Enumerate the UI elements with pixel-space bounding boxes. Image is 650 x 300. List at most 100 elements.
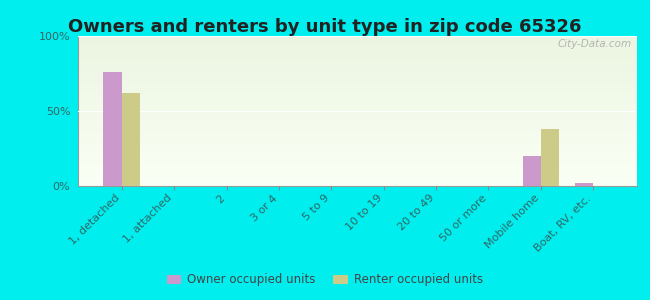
Bar xyxy=(78,80,637,81)
Bar xyxy=(78,164,637,165)
Legend: Owner occupied units, Renter occupied units: Owner occupied units, Renter occupied un… xyxy=(162,269,488,291)
Bar xyxy=(78,105,637,106)
Text: Owners and renters by unit type in zip code 65326: Owners and renters by unit type in zip c… xyxy=(68,18,582,36)
Bar xyxy=(78,57,637,58)
Bar xyxy=(78,128,637,129)
Bar xyxy=(78,81,637,82)
Bar xyxy=(78,159,637,160)
Bar xyxy=(78,51,637,52)
Bar xyxy=(78,56,637,57)
Bar xyxy=(78,70,637,72)
Bar xyxy=(78,93,637,94)
Bar xyxy=(78,171,637,172)
Bar xyxy=(78,182,637,183)
Bar xyxy=(78,99,637,100)
Bar xyxy=(78,183,637,184)
Bar xyxy=(78,92,637,93)
Bar xyxy=(78,74,637,75)
Bar xyxy=(78,153,637,154)
Bar xyxy=(78,66,637,68)
Bar xyxy=(78,162,637,164)
Bar xyxy=(78,172,637,174)
Bar xyxy=(78,116,637,117)
Bar xyxy=(78,160,637,162)
Bar xyxy=(78,130,637,132)
Bar xyxy=(78,140,637,141)
Bar xyxy=(122,93,140,186)
Bar xyxy=(78,184,637,186)
Bar xyxy=(78,84,637,86)
Bar xyxy=(78,75,637,76)
Bar xyxy=(78,82,637,84)
Bar xyxy=(541,129,559,186)
Bar xyxy=(78,88,637,90)
Bar xyxy=(78,129,637,130)
Bar xyxy=(78,122,637,123)
Bar xyxy=(78,76,637,78)
Bar xyxy=(78,40,637,42)
Bar xyxy=(78,46,637,48)
Bar xyxy=(78,141,637,142)
Bar xyxy=(78,69,637,70)
Bar xyxy=(78,110,637,111)
Bar xyxy=(523,156,541,186)
Bar xyxy=(78,103,637,105)
Bar xyxy=(78,156,637,158)
Bar xyxy=(78,45,637,46)
Bar xyxy=(78,48,637,50)
Bar xyxy=(78,134,637,135)
Bar xyxy=(78,68,637,69)
Bar xyxy=(78,36,637,38)
Bar xyxy=(78,38,637,39)
Bar xyxy=(78,64,637,66)
Bar xyxy=(78,108,637,110)
Bar xyxy=(78,126,637,128)
Bar xyxy=(78,180,637,182)
Bar xyxy=(78,94,637,96)
Bar xyxy=(78,169,637,171)
Bar xyxy=(78,106,637,108)
Bar xyxy=(78,120,637,122)
Bar xyxy=(78,147,637,148)
Bar xyxy=(78,54,637,56)
Bar xyxy=(78,90,637,92)
Bar xyxy=(78,138,637,140)
Bar xyxy=(78,123,637,124)
Bar xyxy=(78,98,637,99)
Bar xyxy=(575,183,593,186)
Bar xyxy=(78,146,637,147)
Bar xyxy=(78,148,637,150)
Bar xyxy=(78,150,637,152)
Bar xyxy=(78,39,637,40)
Bar xyxy=(78,124,637,126)
Bar xyxy=(78,114,637,116)
Bar xyxy=(78,85,637,87)
Bar xyxy=(78,58,637,60)
Bar xyxy=(78,78,637,80)
Bar xyxy=(78,158,637,159)
Bar xyxy=(78,135,637,136)
Bar xyxy=(78,42,637,44)
Bar xyxy=(78,167,637,168)
Bar xyxy=(78,96,637,98)
Bar xyxy=(78,176,637,177)
Bar xyxy=(78,177,637,178)
Bar xyxy=(78,154,637,156)
Bar xyxy=(78,50,637,51)
Bar xyxy=(78,118,637,120)
Bar xyxy=(78,132,637,134)
Bar xyxy=(78,142,637,144)
Bar xyxy=(78,144,637,146)
Bar xyxy=(78,44,637,45)
Bar xyxy=(78,63,637,64)
Bar xyxy=(78,102,637,104)
Bar xyxy=(78,174,637,176)
Bar xyxy=(78,111,637,112)
Bar xyxy=(78,52,637,54)
Bar xyxy=(78,168,637,170)
Bar xyxy=(78,61,637,63)
Bar xyxy=(78,100,637,102)
Bar xyxy=(78,136,637,138)
Bar xyxy=(103,72,122,186)
Bar xyxy=(78,117,637,118)
